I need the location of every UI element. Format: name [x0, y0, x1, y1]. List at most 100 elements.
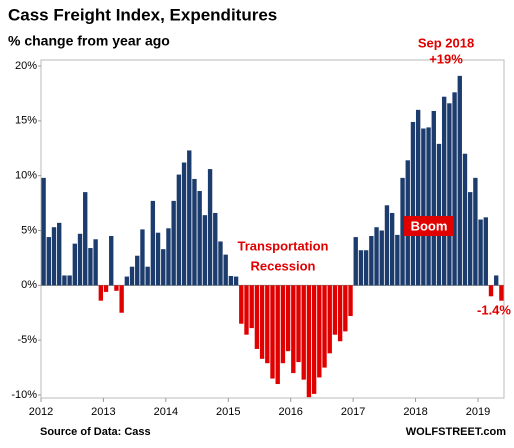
annotation-box	[404, 216, 454, 236]
bar	[395, 234, 400, 286]
bar	[181, 162, 187, 286]
bar	[327, 285, 332, 354]
bar	[483, 217, 488, 286]
x-tick-label: 2019	[466, 406, 490, 418]
bar	[379, 230, 384, 286]
bar	[202, 215, 208, 286]
bar	[410, 121, 416, 286]
brand: WOLFSTREET.com	[406, 426, 506, 438]
y-tick-label: 20%	[15, 60, 37, 72]
bar	[311, 285, 317, 394]
bar	[488, 285, 494, 297]
bar	[114, 285, 119, 291]
bar	[77, 233, 83, 286]
bar	[306, 285, 312, 398]
bar	[421, 128, 426, 286]
bar	[337, 285, 343, 342]
x-tick-label: 2013	[91, 406, 115, 418]
bar	[462, 153, 468, 286]
chart-subtitle: % change from year ago	[8, 33, 170, 49]
bar	[332, 285, 338, 335]
bar	[176, 174, 182, 286]
bar	[441, 96, 447, 286]
bar	[296, 285, 301, 363]
bar	[249, 285, 254, 329]
annotation-box	[228, 238, 338, 276]
bar	[317, 285, 322, 378]
bar	[218, 241, 223, 286]
bar	[135, 255, 140, 286]
bar	[494, 275, 499, 286]
bar	[473, 177, 478, 286]
bar	[275, 285, 280, 385]
x-tick-label: 2012	[29, 406, 53, 418]
bar	[124, 276, 130, 286]
y-tick-label: 15%	[15, 115, 37, 127]
bar	[374, 227, 379, 286]
y-tick-label: -5%	[17, 334, 37, 346]
bar	[83, 192, 88, 286]
bar	[239, 285, 244, 324]
bar	[431, 110, 436, 286]
bar	[348, 285, 353, 317]
bar	[280, 285, 286, 364]
bar	[140, 229, 145, 286]
bar	[291, 285, 296, 374]
bar	[233, 276, 239, 286]
bar	[51, 227, 57, 286]
annotation: Recession	[250, 258, 315, 273]
bar	[468, 192, 473, 286]
y-tick-label: 5%	[21, 224, 37, 236]
bar	[109, 235, 114, 286]
annotation: +19%	[429, 51, 463, 66]
bar	[415, 109, 421, 286]
y-tick-label: 0%	[21, 279, 37, 291]
x-tick-label: 2018	[403, 406, 427, 418]
bar	[353, 237, 358, 286]
bar	[301, 285, 306, 380]
x-tick-label: 2017	[341, 406, 365, 418]
bar	[72, 243, 77, 286]
annotation: Boom	[411, 218, 448, 233]
bar	[384, 205, 390, 286]
bar	[259, 285, 265, 359]
bar	[447, 103, 452, 286]
bar	[452, 92, 457, 286]
bar	[322, 285, 327, 368]
bar	[285, 285, 291, 352]
bar	[166, 228, 171, 286]
bar	[98, 285, 104, 301]
bar	[46, 237, 51, 286]
bar	[213, 212, 218, 286]
plot-frame	[40, 59, 505, 399]
bar	[223, 254, 228, 286]
bar	[265, 285, 270, 364]
source: Source of Data: Cass	[40, 426, 151, 438]
bar	[426, 127, 431, 286]
bar	[187, 150, 192, 286]
bar	[499, 285, 504, 301]
chart-title: Cass Freight Index, Expenditures	[8, 5, 277, 24]
bar	[358, 250, 364, 286]
x-tick-label: 2015	[216, 406, 240, 418]
annotation: Transportation	[237, 238, 328, 253]
bar	[244, 285, 249, 335]
annotation: Sep 2018	[418, 35, 474, 50]
bar	[400, 177, 405, 286]
bar	[155, 232, 161, 286]
annotation: -1.4%	[477, 302, 511, 317]
bar	[343, 285, 348, 332]
bar	[363, 250, 369, 286]
y-tick-label: 10%	[15, 170, 37, 182]
bar	[192, 178, 197, 286]
bar	[41, 177, 46, 286]
bar	[88, 248, 93, 286]
bar	[150, 200, 156, 286]
bar	[197, 191, 202, 286]
bar	[57, 222, 62, 286]
bar	[171, 200, 176, 286]
bar	[129, 266, 135, 286]
bar	[457, 75, 462, 286]
bar	[270, 285, 275, 379]
